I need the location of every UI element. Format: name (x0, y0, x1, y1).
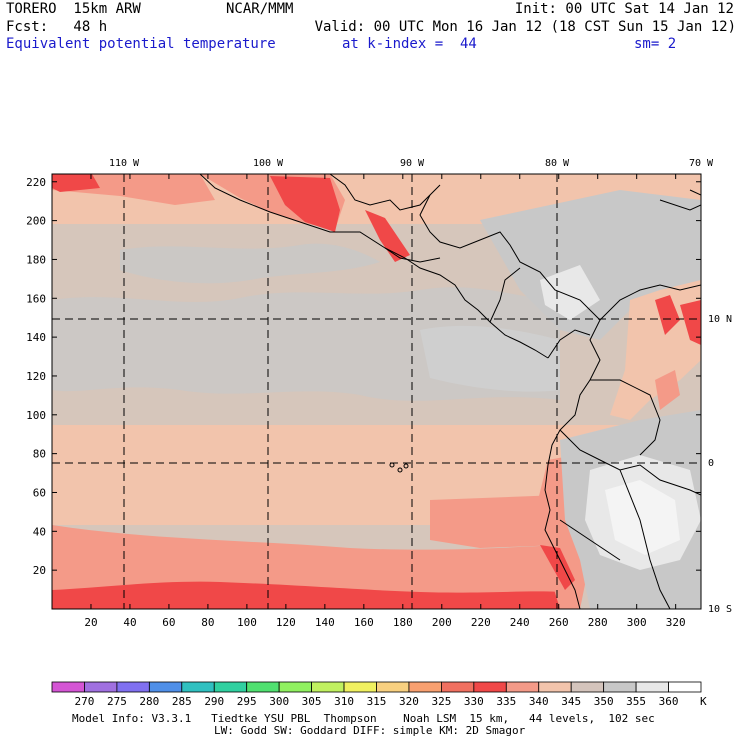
y-tick-label: 120 (26, 370, 46, 383)
y-tick-label: 160 (26, 292, 46, 305)
x-axis-labels: 20 40 60 80 100 120 140 160 180 200 220 240 260 280 30… (84, 616, 685, 629)
y-axis-labels: 220 200 180 160 140 120 100 80 60 40 20 (26, 176, 46, 577)
x-tick-label: 60 (162, 616, 175, 629)
colorbar-label: 355 (626, 695, 646, 708)
y-tick-label: 220 (26, 176, 46, 189)
colorbar-label: 320 (399, 695, 419, 708)
colorbar-label: 305 (302, 695, 322, 708)
valid-time: Valid: 00 UTC Mon 16 Jan 12 (18 CST Sun … (314, 19, 736, 35)
colorbar-swatch (148, 681, 183, 693)
colorbar-swatch (376, 681, 410, 693)
y-tick-label: 40 (33, 525, 46, 538)
colorbar-label: 335 (496, 695, 516, 708)
x-tick-label: 200 (432, 616, 452, 629)
colorbar-label: 345 (561, 695, 581, 708)
graticule (52, 174, 701, 609)
model-info: Model Info: V3.3.1 Tiedtke YSU PBL Thomp… (72, 712, 655, 725)
lat-label-10n: 10 N (708, 314, 732, 325)
init-time: Init: 00 UTC Sat 14 Jan 12 (514, 1, 734, 17)
colorbar-label: 340 (529, 695, 549, 708)
x-tick-label: 140 (315, 616, 335, 629)
x-tick-label: 320 (666, 616, 686, 629)
colorbar-swatch (538, 681, 572, 693)
colorbar-swatch (635, 681, 669, 693)
colorbar-label: 275 (107, 695, 127, 708)
colorbar-label: 285 (172, 695, 192, 708)
colorbar-boxes (51, 681, 702, 693)
colorbar-swatch (51, 681, 85, 693)
colorbar-label: 325 (431, 695, 451, 708)
map-frame (51, 173, 702, 610)
lon-label-80w: 80 W (545, 158, 570, 169)
colorbar-label: 330 (464, 695, 484, 708)
colorbar-swatch (181, 681, 215, 693)
y-tick-label: 20 (33, 564, 46, 577)
axis-ticks (52, 174, 701, 609)
colorbar-label: 295 (237, 695, 257, 708)
forecast-hour: Fcst: 48 h (6, 19, 108, 35)
lon-label-100w: 100 W (253, 158, 284, 169)
field-name: Equivalent potential temperature (6, 36, 276, 52)
colorbar-swatch (213, 681, 248, 693)
x-tick-label: 280 (588, 616, 608, 629)
x-tick-label: 80 (201, 616, 214, 629)
x-tick-label: 240 (510, 616, 530, 629)
x-tick-label: 260 (549, 616, 569, 629)
colorbar-swatch (603, 681, 637, 693)
colorbar-swatch (668, 681, 702, 693)
x-tick-label: 20 (84, 616, 97, 629)
colorbar-labels: 270 275 280 285 290 295 300 305 310 315 320 325 330 3… (75, 695, 679, 708)
shaded-field (52, 174, 701, 609)
x-tick-label: 40 (123, 616, 136, 629)
colorbar-swatch (570, 681, 605, 693)
colorbar-swatch (116, 681, 150, 693)
y-tick-label: 80 (33, 448, 46, 461)
x-tick-label: 300 (627, 616, 647, 629)
colorbar-label: 315 (367, 695, 387, 708)
x-tick-label: 160 (354, 616, 374, 629)
colorbar-swatch (311, 681, 345, 693)
colorbar-label: 280 (139, 695, 159, 708)
physics-info: LW: Godd SW: Goddard DIFF: simple KM: 2D… (214, 724, 526, 737)
colorbar-swatch (84, 681, 118, 693)
lon-label-110w: 110 W (109, 158, 140, 169)
lat-label-10s: 10 S (708, 604, 732, 615)
colorbar-label: 360 (659, 695, 679, 708)
y-tick-label: 140 (26, 331, 46, 344)
lat-label-0: 0 (708, 458, 714, 469)
colorbar-swatch (473, 681, 507, 693)
colorbar-swatch (343, 681, 377, 693)
y-tick-label: 60 (33, 486, 46, 499)
smoothing-label: sm= 2 (634, 36, 677, 52)
y-tick-label: 180 (26, 253, 46, 266)
center-name: NCAR/MMM (226, 1, 294, 17)
colorbar-swatch (408, 681, 442, 693)
x-tick-label: 100 (237, 616, 257, 629)
colorbar-swatch (246, 681, 280, 693)
colorbar-swatch (440, 681, 475, 693)
y-tick-label: 100 (26, 409, 46, 422)
colorbar-unit: K (700, 695, 707, 708)
colorbar-swatch (505, 681, 540, 693)
colorbar-swatch (278, 681, 312, 693)
coastlines (199, 174, 701, 609)
colorbar-label: 290 (204, 695, 224, 708)
equivalent-potential-temperature-map: 110 W 100 W 90 W 80 W 70 W 10 N 0 10 S 2… (26, 158, 732, 629)
colorbar-label: 350 (594, 695, 614, 708)
x-tick-label: 220 (471, 616, 491, 629)
x-tick-label: 180 (393, 616, 413, 629)
colorbar-label: 270 (75, 695, 95, 708)
colorbar-label: 300 (269, 695, 289, 708)
lon-label-90w: 90 W (400, 158, 425, 169)
colorbar-label: 310 (334, 695, 354, 708)
x-tick-label: 120 (276, 616, 296, 629)
level-label: at k-index = 44 (342, 36, 477, 52)
lon-label-70w: 70 W (689, 158, 714, 169)
y-tick-label: 200 (26, 215, 46, 228)
model-name: TORERO 15km ARW (6, 1, 141, 17)
